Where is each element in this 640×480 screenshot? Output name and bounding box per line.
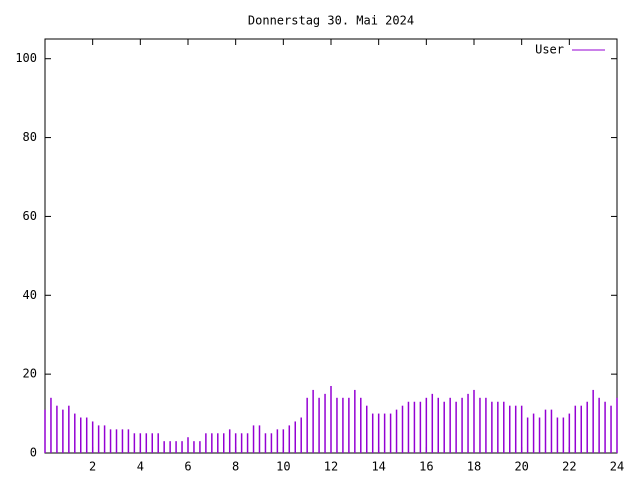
- x-tick-label: 8: [232, 460, 239, 474]
- x-tick-label: 16: [419, 460, 433, 474]
- x-tick-label: 24: [610, 460, 624, 474]
- y-tick-label: 20: [23, 367, 37, 381]
- legend-label: User: [535, 43, 564, 57]
- x-tick-label: 22: [562, 460, 576, 474]
- x-tick-label: 20: [514, 460, 528, 474]
- x-tick-label: 4: [137, 460, 144, 474]
- x-tick-label: 10: [276, 460, 290, 474]
- x-tick-label: 18: [467, 460, 481, 474]
- x-tick-label: 6: [184, 460, 191, 474]
- y-tick-label: 40: [23, 288, 37, 302]
- y-tick-label: 60: [23, 209, 37, 223]
- x-tick-label: 12: [324, 460, 338, 474]
- y-tick-label: 80: [23, 130, 37, 144]
- x-tick-label: 14: [371, 460, 385, 474]
- x-tick-label: 2: [89, 460, 96, 474]
- y-tick-label: 0: [30, 446, 37, 460]
- y-tick-label: 100: [15, 51, 37, 65]
- chart-title: Donnerstag 30. Mai 2024: [248, 14, 414, 28]
